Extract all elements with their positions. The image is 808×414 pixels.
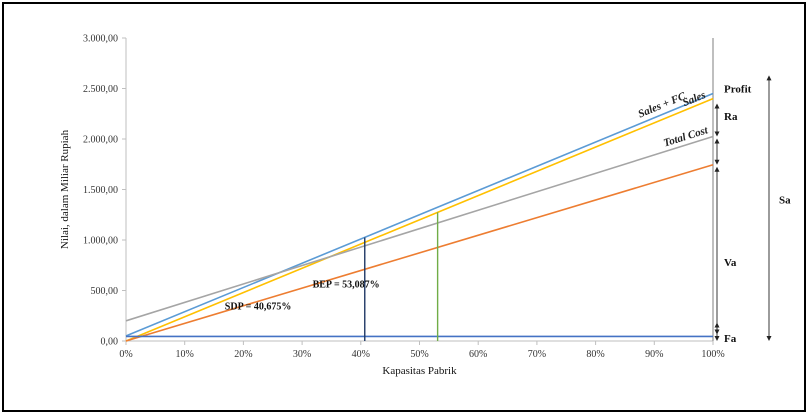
x-tick-label: 70%: [528, 349, 546, 360]
bracket-va: [714, 166, 720, 335]
y-axis-title: Nilai, dalam Miliar Rupiah: [59, 129, 71, 249]
bracket-sa: [766, 75, 772, 341]
x-tick-label: 40%: [352, 349, 370, 360]
x-tick-label: 30%: [293, 349, 311, 360]
label-ra: Ra: [724, 111, 738, 123]
label-va: Va: [724, 257, 737, 269]
bracket-fa: [714, 322, 720, 341]
x-tick-label: 80%: [586, 349, 604, 360]
label-profit: Profit: [724, 84, 752, 96]
y-tick-label: 0,00: [101, 337, 119, 348]
annotation-sdp: SDP = 40,675%: [225, 302, 292, 313]
x-axis-title: Kapasitas Pabrik: [382, 365, 457, 377]
y-tick-label: 2.000,00: [83, 135, 118, 146]
y-tick-label: 2.500,00: [83, 84, 118, 95]
x-tick-label: 50%: [410, 349, 428, 360]
label-fa: Fa: [724, 333, 737, 345]
series-line-0: [125, 92, 714, 337]
vertical-markers: [364, 212, 439, 341]
y-tick-label: 1.000,00: [83, 236, 118, 247]
series-line-1: [125, 97, 714, 342]
right-brackets: [714, 75, 772, 341]
y-tick-label: 500,00: [91, 286, 119, 297]
x-tick-label: 0%: [119, 349, 132, 360]
annotation-bep: BEP = 53,087%: [313, 279, 380, 290]
x-tick-label: 20%: [234, 349, 252, 360]
series-group: [125, 92, 714, 342]
series-line-2: [125, 135, 714, 322]
x-tick-label: 10%: [176, 349, 194, 360]
bracket-ra: [714, 103, 720, 137]
y-tick-label: 3.000,00: [83, 34, 118, 45]
x-tick-label: 90%: [645, 349, 663, 360]
label-sa: Sa: [779, 195, 791, 207]
x-axis-ticks: 0% 10% 20% 30% 40% 50% 60% 70% 80% 90% 100%: [119, 341, 725, 360]
series-line-3: [125, 163, 714, 342]
x-tick-label: 60%: [469, 349, 487, 360]
y-axis-ticks: 0,00 500,00 1.000,00 1.500,00 2.000,00 2.500,…: [83, 34, 126, 348]
y-tick-label: 1.500,00: [83, 185, 118, 196]
x-tick-label: 100%: [701, 349, 724, 360]
series-label-sales-fc: Sales + FC: [636, 90, 688, 121]
bracket-tc: [714, 138, 720, 165]
